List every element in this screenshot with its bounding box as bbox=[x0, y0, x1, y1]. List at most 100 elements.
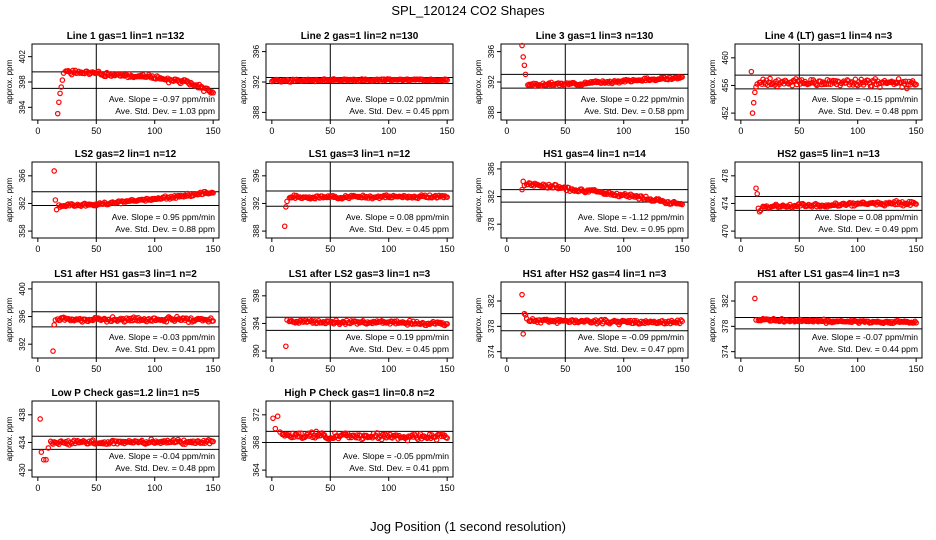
panel-13: Low P Check gas=1.2 lin=1 n=5 0 50 100 150 43… bbox=[5, 388, 221, 493]
slope-annotation: Ave. Slope = -0.04 ppm/min bbox=[109, 451, 215, 461]
stddev-annotation: Ave. Std. Dev. = 0.44 ppm bbox=[818, 344, 918, 354]
x-tick-label: 100 bbox=[616, 364, 631, 374]
slope-annotation: Ave. Slope = 0.08 ppm/min bbox=[815, 212, 918, 222]
plot-frame bbox=[500, 161, 689, 239]
data-point bbox=[184, 316, 191, 322]
data-point bbox=[753, 185, 759, 192]
data-point bbox=[53, 206, 60, 213]
data-point bbox=[521, 62, 528, 69]
x-tick-label: 0 bbox=[35, 126, 40, 136]
x-tick-label: 50 bbox=[325, 126, 335, 136]
stddev-annotation: Ave. Std. Dev. = 1.03 ppm bbox=[115, 106, 215, 116]
x-tick-label: 150 bbox=[675, 126, 690, 136]
data-point bbox=[374, 430, 380, 436]
x-tick-label: 100 bbox=[381, 126, 396, 136]
plot-frame bbox=[734, 281, 923, 359]
y-tick-label: 372 bbox=[252, 408, 261, 422]
slope-annotation: Ave. Slope = -0.09 ppm/min bbox=[578, 332, 684, 342]
data-point bbox=[294, 433, 301, 440]
panel-6: LS1 gas=3 lin=1 n=12 0 50 100 150 388 392 396 ap… bbox=[239, 149, 455, 254]
panel-9: LS1 after HS1 gas=3 lin=1 n=2 0 50 100 150 39… bbox=[5, 269, 221, 374]
data-point bbox=[283, 204, 289, 210]
data-point bbox=[59, 77, 66, 83]
panel-title: HS2 gas=5 lin=1 n=13 bbox=[777, 149, 880, 160]
data-point bbox=[38, 449, 45, 455]
y-axis-label: approx. ppm bbox=[5, 297, 14, 342]
data-point bbox=[57, 90, 63, 97]
y-tick-label: 390 bbox=[252, 344, 261, 358]
data-point bbox=[210, 190, 216, 196]
data-point bbox=[274, 413, 281, 420]
page-title: SPL_120124 CO2 Shapes bbox=[391, 3, 545, 18]
panel-12: HS1 after LS1 gas=4 lin=1 n=3 0 50 100 150 37… bbox=[708, 269, 924, 374]
data-point bbox=[521, 310, 528, 317]
x-tick-label: 50 bbox=[560, 244, 570, 254]
data-point bbox=[298, 430, 304, 436]
x-tick-label: 150 bbox=[440, 483, 455, 493]
x-tick-label: 150 bbox=[440, 126, 455, 136]
data-point bbox=[675, 74, 682, 80]
y-tick-label: 374 bbox=[721, 344, 730, 358]
y-tick-label: 386 bbox=[487, 162, 496, 176]
panel-title: Line 4 (LT) gas=1 lin=4 n=3 bbox=[765, 31, 893, 42]
data-point bbox=[623, 76, 629, 83]
x-tick-label: 0 bbox=[35, 244, 40, 254]
data-point bbox=[757, 207, 764, 214]
x-tick-label: 50 bbox=[325, 244, 335, 254]
x-tick-label: 150 bbox=[206, 244, 221, 254]
y-tick-label: 430 bbox=[18, 463, 27, 477]
x-axis-label: Jog Position (1 second resolution) bbox=[370, 519, 566, 534]
y-tick-label: 378 bbox=[721, 319, 730, 333]
y-tick-label: 378 bbox=[487, 319, 496, 333]
y-axis-label: approx. ppm bbox=[708, 59, 717, 104]
x-tick-label: 150 bbox=[206, 364, 221, 374]
x-tick-label: 100 bbox=[381, 244, 396, 254]
panel-5: LS2 gas=2 lin=1 n=12 0 50 100 150 358 362 366 ap… bbox=[5, 149, 221, 254]
data-point bbox=[133, 315, 139, 321]
stddev-annotation: Ave. Std. Dev. = 0.45 ppm bbox=[349, 224, 449, 234]
data-point bbox=[520, 331, 527, 337]
y-tick-label: 394 bbox=[18, 100, 27, 114]
data-point bbox=[283, 343, 289, 350]
data-point bbox=[210, 438, 216, 445]
y-tick-label: 398 bbox=[252, 289, 261, 303]
slope-annotation: Ave. Slope = 0.95 ppm/min bbox=[112, 212, 215, 222]
data-point bbox=[210, 318, 216, 324]
x-tick-label: 150 bbox=[675, 244, 690, 254]
y-tick-label: 382 bbox=[721, 294, 730, 308]
data-point bbox=[522, 71, 529, 78]
x-tick-label: 0 bbox=[269, 483, 274, 493]
plot-frame bbox=[265, 161, 454, 239]
y-tick-label: 394 bbox=[252, 316, 261, 330]
y-tick-label: 388 bbox=[252, 105, 261, 119]
data-point bbox=[58, 84, 65, 90]
y-tick-label: 396 bbox=[18, 309, 27, 323]
data-point bbox=[77, 202, 83, 208]
data-point bbox=[794, 81, 800, 88]
data-point bbox=[752, 89, 758, 96]
y-tick-label: 402 bbox=[18, 49, 27, 63]
slope-annotation: Ave. Slope = 0.22 ppm/min bbox=[581, 94, 684, 104]
data-point bbox=[52, 197, 59, 203]
stddev-annotation: Ave. Std. Dev. = 0.41 ppm bbox=[349, 463, 449, 473]
slope-annotation: Ave. Slope = -1.12 ppm/min bbox=[578, 212, 684, 222]
stddev-annotation: Ave. Std. Dev. = 0.58 ppm bbox=[584, 106, 684, 116]
data-point bbox=[79, 439, 86, 445]
stddev-annotation: Ave. Std. Dev. = 0.41 ppm bbox=[115, 344, 215, 354]
data-point bbox=[409, 321, 415, 327]
y-tick-label: 392 bbox=[18, 337, 27, 351]
plot-frame bbox=[734, 161, 923, 239]
x-tick-label: 50 bbox=[560, 364, 570, 374]
y-tick-label: 434 bbox=[18, 435, 27, 449]
data-point bbox=[753, 84, 759, 90]
data-point bbox=[913, 319, 919, 326]
data-point bbox=[829, 319, 835, 326]
x-tick-label: 50 bbox=[794, 364, 804, 374]
panel-title: LS2 gas=2 lin=1 n=12 bbox=[75, 149, 177, 160]
panel-3: Line 3 gas=1 lin=3 n=130 0 50 100 150 388 392 3… bbox=[474, 31, 690, 136]
plot-frame bbox=[265, 400, 454, 478]
slope-annotation: Ave. Slope = 0.08 ppm/min bbox=[346, 212, 449, 222]
x-tick-label: 50 bbox=[560, 126, 570, 136]
panel-title: Line 2 gas=1 lin=2 n=130 bbox=[301, 31, 419, 42]
